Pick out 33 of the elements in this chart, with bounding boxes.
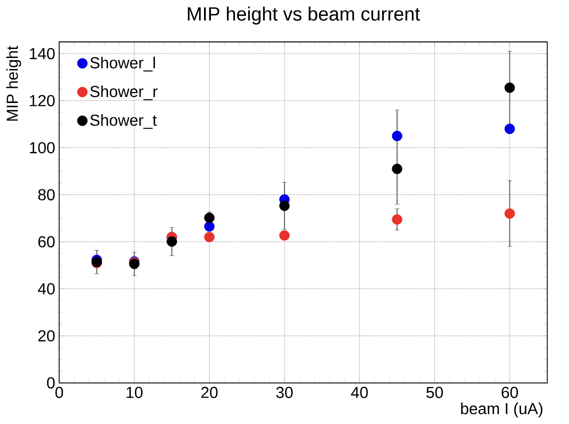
point xyxy=(279,200,290,212)
point xyxy=(392,164,402,174)
point xyxy=(504,124,515,134)
point xyxy=(392,130,402,142)
point xyxy=(504,82,515,94)
y-tick-label: 140 xyxy=(30,48,55,60)
x-tick-label: 10 xyxy=(126,386,143,398)
x-tick-label: 40 xyxy=(351,386,368,398)
x-tick-label: 60 xyxy=(502,386,518,398)
point xyxy=(392,214,402,225)
x-tick-label: 0 xyxy=(55,386,64,398)
chart-title: MIP height vs beam current xyxy=(188,6,420,25)
y-tick-label: 20 xyxy=(38,330,55,342)
point xyxy=(166,236,178,247)
legend-label: Shower_t xyxy=(90,114,157,129)
legend-label: Shower_l xyxy=(90,56,155,72)
y-tick-label: 40 xyxy=(38,283,55,295)
y-tick-label: 60 xyxy=(38,236,55,248)
x-tick-label: 20 xyxy=(201,386,218,398)
y-tick-label: 0 xyxy=(47,377,55,389)
x-tick-label: 50 xyxy=(426,386,443,398)
y-axis-title: MIP height xyxy=(6,46,22,121)
point xyxy=(504,208,515,219)
point xyxy=(279,230,290,241)
point xyxy=(204,212,215,224)
point xyxy=(204,232,215,242)
y-tick-label: 100 xyxy=(30,142,55,154)
x-tick-label: 30 xyxy=(276,386,293,398)
y-tick-label: 120 xyxy=(30,95,55,106)
legend-label: Shower_r xyxy=(90,86,158,100)
x-axis-title: beam I (uA) xyxy=(461,402,542,418)
point xyxy=(204,221,215,232)
y-tick-label: 80 xyxy=(38,189,55,200)
